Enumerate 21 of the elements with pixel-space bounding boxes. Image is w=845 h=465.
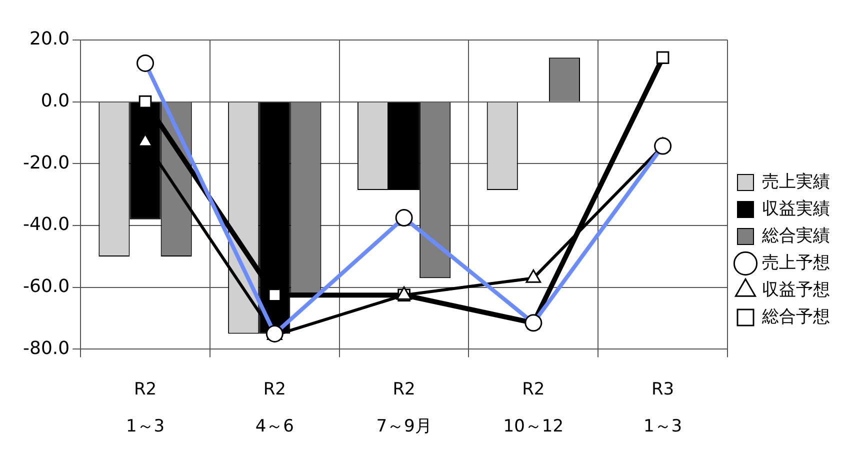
point: [656, 51, 670, 64]
y-tick-label: -40.0: [22, 214, 70, 236]
y-tick-label: -60.0: [22, 276, 70, 298]
legend-label: 売上予想: [762, 252, 830, 273]
y-tick-label: 0.0: [40, 90, 70, 112]
y-tick-label: -20.0: [22, 152, 70, 174]
x-tick-label: R2 4～6: [255, 379, 294, 437]
legend-label: 収益実績: [762, 198, 830, 219]
y-tick-label: -80.0: [22, 338, 70, 359]
x-tick-label: R2 7～9月: [376, 379, 432, 437]
x-tick-label: R3 1～3: [643, 379, 682, 437]
y-tick-label: 20.0: [29, 28, 70, 50]
legend-label: 総合予想: [761, 306, 830, 327]
legend-label: 収益予想: [762, 280, 830, 300]
point: [268, 288, 282, 302]
point: [654, 137, 672, 155]
x-tick-label: R2 10～12: [503, 379, 564, 437]
x-tick-label: R2 1～3: [126, 379, 165, 437]
legend-label: 売上実績: [762, 172, 830, 192]
point: [138, 95, 152, 108]
legend-label: 総合実績: [761, 226, 830, 246]
